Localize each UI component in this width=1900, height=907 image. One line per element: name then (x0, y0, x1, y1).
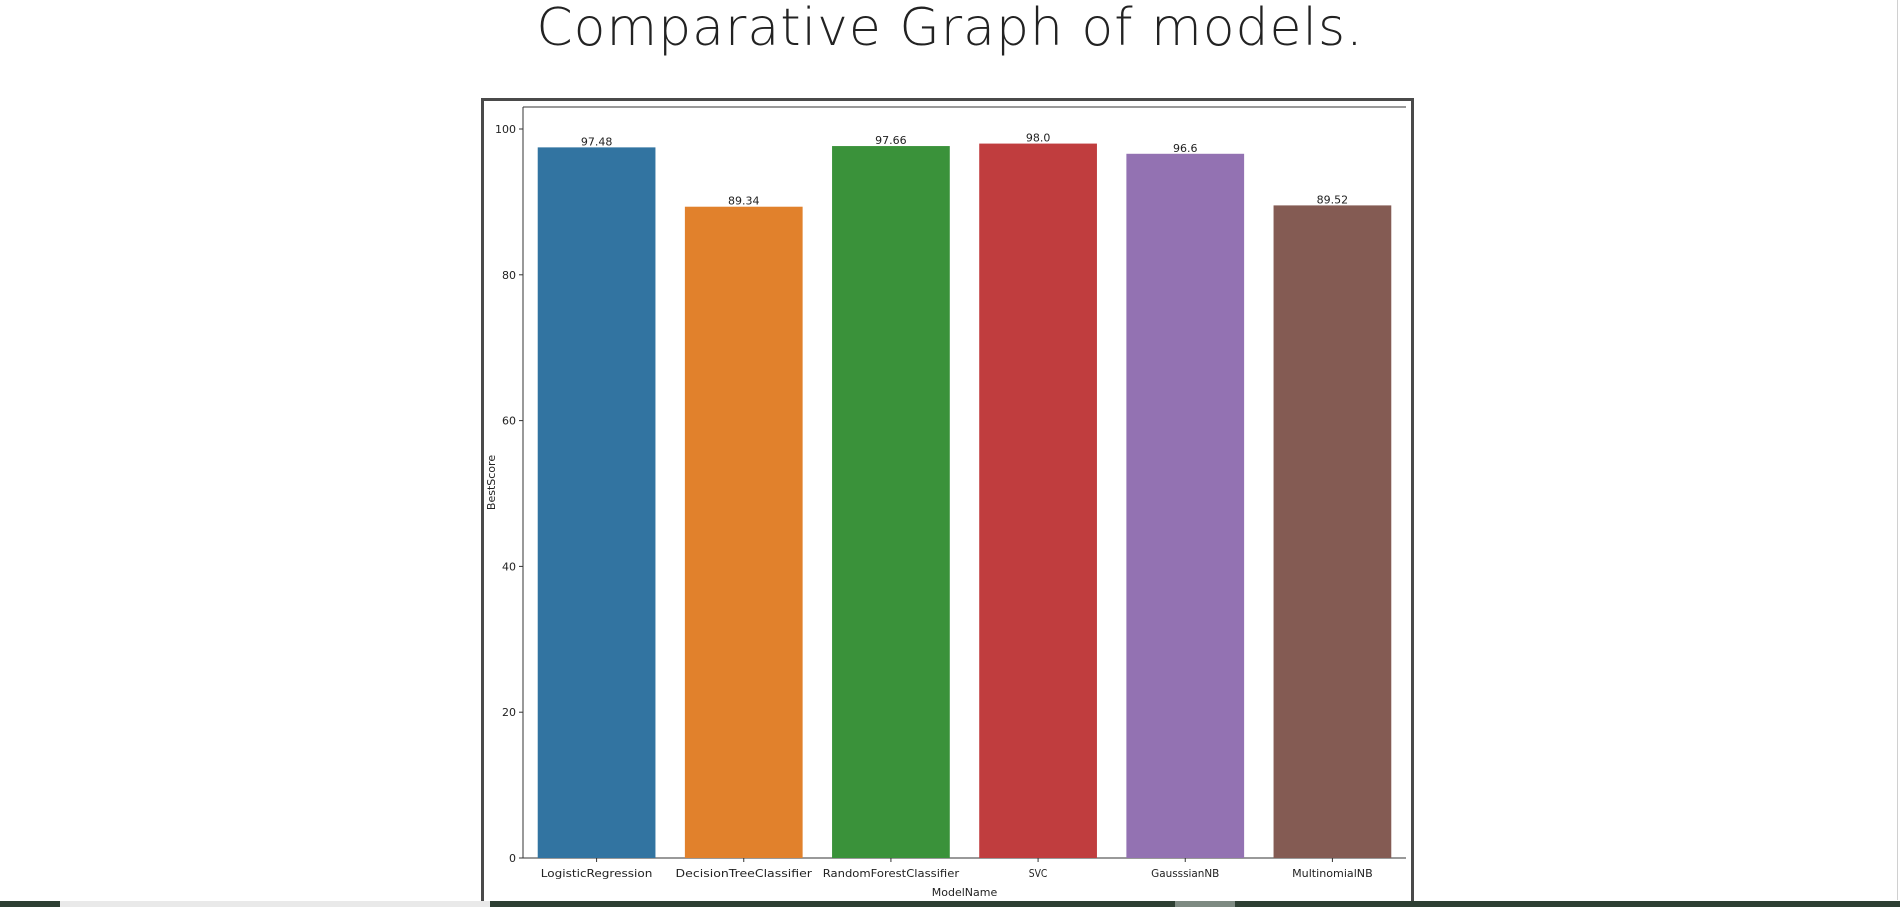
x-axis-label: ModelName (932, 886, 998, 899)
bar-value-label: 89.52 (1317, 193, 1349, 206)
x-tick-label: SVC (1029, 867, 1048, 880)
bar-gausssiannb (1126, 153, 1245, 858)
y-tick-label: 0 (509, 852, 516, 865)
bottom-bar-segment (60, 901, 490, 907)
bar-svc (979, 143, 1097, 858)
bar-value-label: 96.6 (1173, 142, 1198, 155)
bar-multinomialnb (1273, 205, 1392, 859)
x-tick-label: LogisticRegression (541, 867, 653, 880)
bar-randomforestclassifier (832, 146, 950, 858)
y-tick-label: 60 (502, 415, 516, 428)
y-tick-label: 40 (502, 560, 516, 573)
bar-value-label: 89.34 (728, 195, 760, 208)
page-title: Comparative Graph of models. (536, 0, 1364, 58)
x-tick-label: DecisionTreeClassifier (676, 867, 813, 880)
y-tick-label: 100 (495, 123, 516, 136)
page-right-divider (1897, 0, 1898, 900)
x-tick-label: MultinomialNB (1292, 867, 1373, 880)
bottom-bar-segment (1175, 901, 1235, 907)
bottom-bar (0, 901, 1900, 907)
bar-chart: 0 20 40 60 80 100 97.48 LogisticRegression 89.34… (485, 106, 1406, 899)
x-tick-label: RandomForestClassifier (823, 867, 960, 880)
x-tick-label: GausssianNB (1151, 867, 1219, 880)
bar-value-label: 97.48 (581, 135, 613, 148)
bar-logisticregression (537, 147, 656, 859)
bar-value-label: 98.0 (1026, 132, 1051, 145)
bar-value-label: 97.66 (875, 134, 907, 147)
bar-decisiontreeclassifier (684, 206, 803, 858)
y-tick-label: 20 (502, 706, 516, 719)
y-axis-label: BestScore (485, 455, 498, 510)
y-tick-label: 80 (502, 269, 516, 282)
plot-area: 0 20 40 60 80 100 97.48 LogisticRegression 89.34… (495, 106, 1406, 880)
